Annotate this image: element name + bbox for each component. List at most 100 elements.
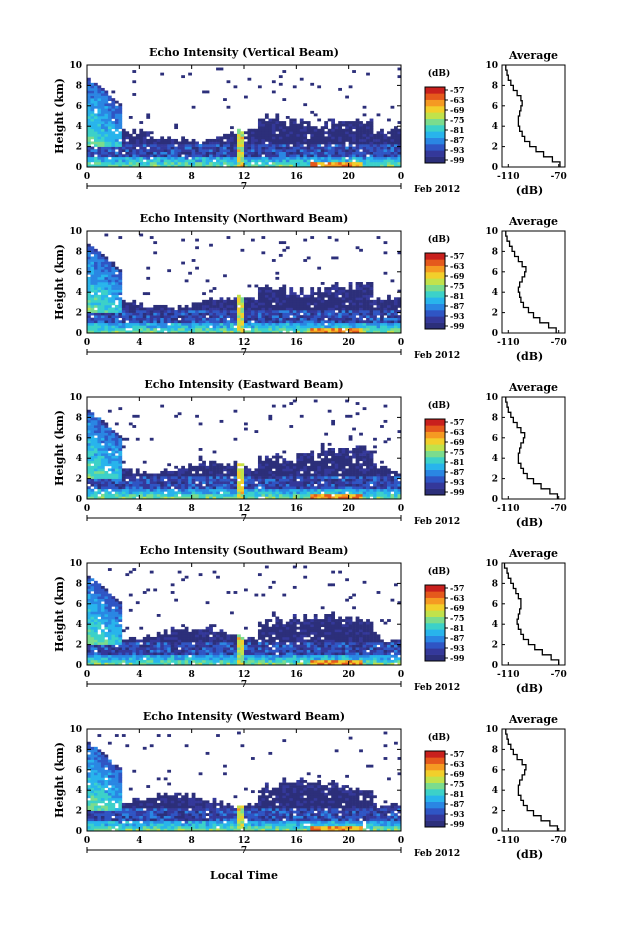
heatmap-cell bbox=[226, 161, 231, 165]
heatmap-cell bbox=[114, 463, 119, 467]
heatmap-cell bbox=[90, 276, 95, 280]
heatmap-cell bbox=[146, 144, 151, 147]
heatmap-cell bbox=[275, 149, 280, 152]
heatmap-cell bbox=[160, 476, 165, 479]
heatmap-cell bbox=[278, 289, 283, 293]
heatmap-cell bbox=[216, 136, 220, 140]
heatmap-cell bbox=[250, 131, 255, 135]
heatmap-cell bbox=[352, 488, 356, 492]
heatmap-cell bbox=[121, 491, 126, 495]
heatmap-cell bbox=[93, 606, 98, 610]
heatmap-cell bbox=[107, 138, 112, 142]
heatmap-cell bbox=[132, 299, 137, 303]
heatmap-cell bbox=[355, 470, 360, 474]
heatmap-cell bbox=[230, 149, 234, 152]
heatmap-cell bbox=[111, 647, 116, 650]
heatmap-cell bbox=[121, 483, 126, 487]
heatmap-cell bbox=[93, 619, 98, 622]
heatmap-cell bbox=[306, 159, 311, 163]
heatmap-cell bbox=[376, 312, 381, 316]
heatmap-cell bbox=[118, 299, 123, 303]
heatmap-cell bbox=[97, 131, 102, 135]
heatmap-cell bbox=[170, 161, 175, 165]
heatmap-cell bbox=[97, 108, 102, 112]
heatmap-cell bbox=[87, 465, 91, 469]
heatmap-cell bbox=[296, 161, 301, 165]
heatmap-cell bbox=[313, 131, 318, 135]
heatmap-cell bbox=[348, 289, 353, 293]
heatmap-cell bbox=[275, 292, 280, 296]
heatmap-cell bbox=[100, 95, 105, 99]
heatmap-cell bbox=[226, 481, 231, 484]
heatmap-cell bbox=[341, 141, 346, 145]
heatmap-cell bbox=[174, 154, 179, 158]
heatmap-cell bbox=[90, 322, 95, 326]
heatmap-cell bbox=[327, 131, 332, 135]
heatmap-cell bbox=[254, 141, 259, 145]
heatmap-cell bbox=[135, 144, 140, 147]
heatmap-cell bbox=[93, 647, 98, 650]
heatmap-cell bbox=[156, 312, 161, 316]
heatmap-cell bbox=[87, 284, 91, 288]
heatmap-cell bbox=[212, 302, 217, 306]
heatmap-cell bbox=[233, 307, 238, 311]
heatmap-cell bbox=[209, 327, 213, 331]
heatmap-cell bbox=[292, 476, 297, 479]
heatmap-cell bbox=[289, 126, 294, 130]
heatmap-cell bbox=[257, 297, 262, 301]
heatmap-cell bbox=[355, 141, 360, 145]
heatmap-cell bbox=[93, 455, 98, 459]
heatmap-cell bbox=[202, 151, 206, 155]
heatmap-cell bbox=[257, 156, 262, 160]
heatmap-cell bbox=[317, 156, 322, 160]
heatmap-cell bbox=[90, 141, 95, 145]
heatmap-cell bbox=[366, 159, 370, 163]
heatmap-cell bbox=[87, 427, 91, 431]
heatmap-cell bbox=[230, 325, 234, 329]
heatmap-cell bbox=[121, 327, 126, 331]
heatmap-cell bbox=[257, 85, 262, 89]
heatmap-cell bbox=[264, 154, 269, 158]
heatmap-cell bbox=[167, 473, 172, 477]
heatmap-cell bbox=[373, 141, 377, 145]
heatmap-cell bbox=[257, 299, 262, 303]
heatmap-cell bbox=[327, 450, 332, 454]
heatmap-cell bbox=[257, 483, 262, 487]
heatmap-cell bbox=[114, 110, 119, 114]
heatmap-cell bbox=[257, 463, 262, 467]
heatmap-cell bbox=[146, 473, 151, 477]
heatmap-cell bbox=[376, 473, 381, 477]
heatmap-cell bbox=[310, 131, 315, 135]
heatmap-cell bbox=[198, 483, 203, 487]
heatmap-cell bbox=[90, 642, 95, 645]
heatmap-cell bbox=[324, 450, 329, 454]
heatmap-cell bbox=[394, 138, 398, 142]
heatmap-cell bbox=[125, 496, 130, 500]
heatmap-cell bbox=[100, 279, 105, 283]
heatmap-cell bbox=[104, 118, 109, 122]
heatmap-cell bbox=[268, 414, 273, 418]
heatmap-cell bbox=[345, 294, 349, 298]
heatmap-cell bbox=[383, 483, 388, 487]
heatmap-cell bbox=[338, 310, 342, 313]
heatmap-cell bbox=[107, 282, 112, 285]
heatmap-cell bbox=[121, 312, 126, 316]
heatmap-cell bbox=[306, 144, 311, 147]
heatmap-cell bbox=[303, 138, 308, 142]
heatmap-cell bbox=[327, 476, 332, 479]
heatmap-cell bbox=[146, 307, 151, 311]
heatmap-cell bbox=[97, 453, 102, 456]
heatmap-cell bbox=[338, 465, 342, 469]
heatmap-cell bbox=[230, 307, 234, 311]
heatmap-cell bbox=[296, 458, 301, 462]
heatmap-cell bbox=[341, 136, 346, 140]
heatmap-cell bbox=[366, 488, 370, 492]
heatmap-cell bbox=[149, 310, 154, 313]
heatmap-cell bbox=[226, 468, 231, 472]
heatmap-cell bbox=[331, 478, 336, 482]
heatmap-cell bbox=[244, 317, 248, 321]
heatmap-cell bbox=[334, 330, 339, 334]
heatmap-cell bbox=[292, 149, 297, 152]
heatmap-cell bbox=[299, 136, 304, 140]
heatmap-cell bbox=[93, 251, 98, 255]
